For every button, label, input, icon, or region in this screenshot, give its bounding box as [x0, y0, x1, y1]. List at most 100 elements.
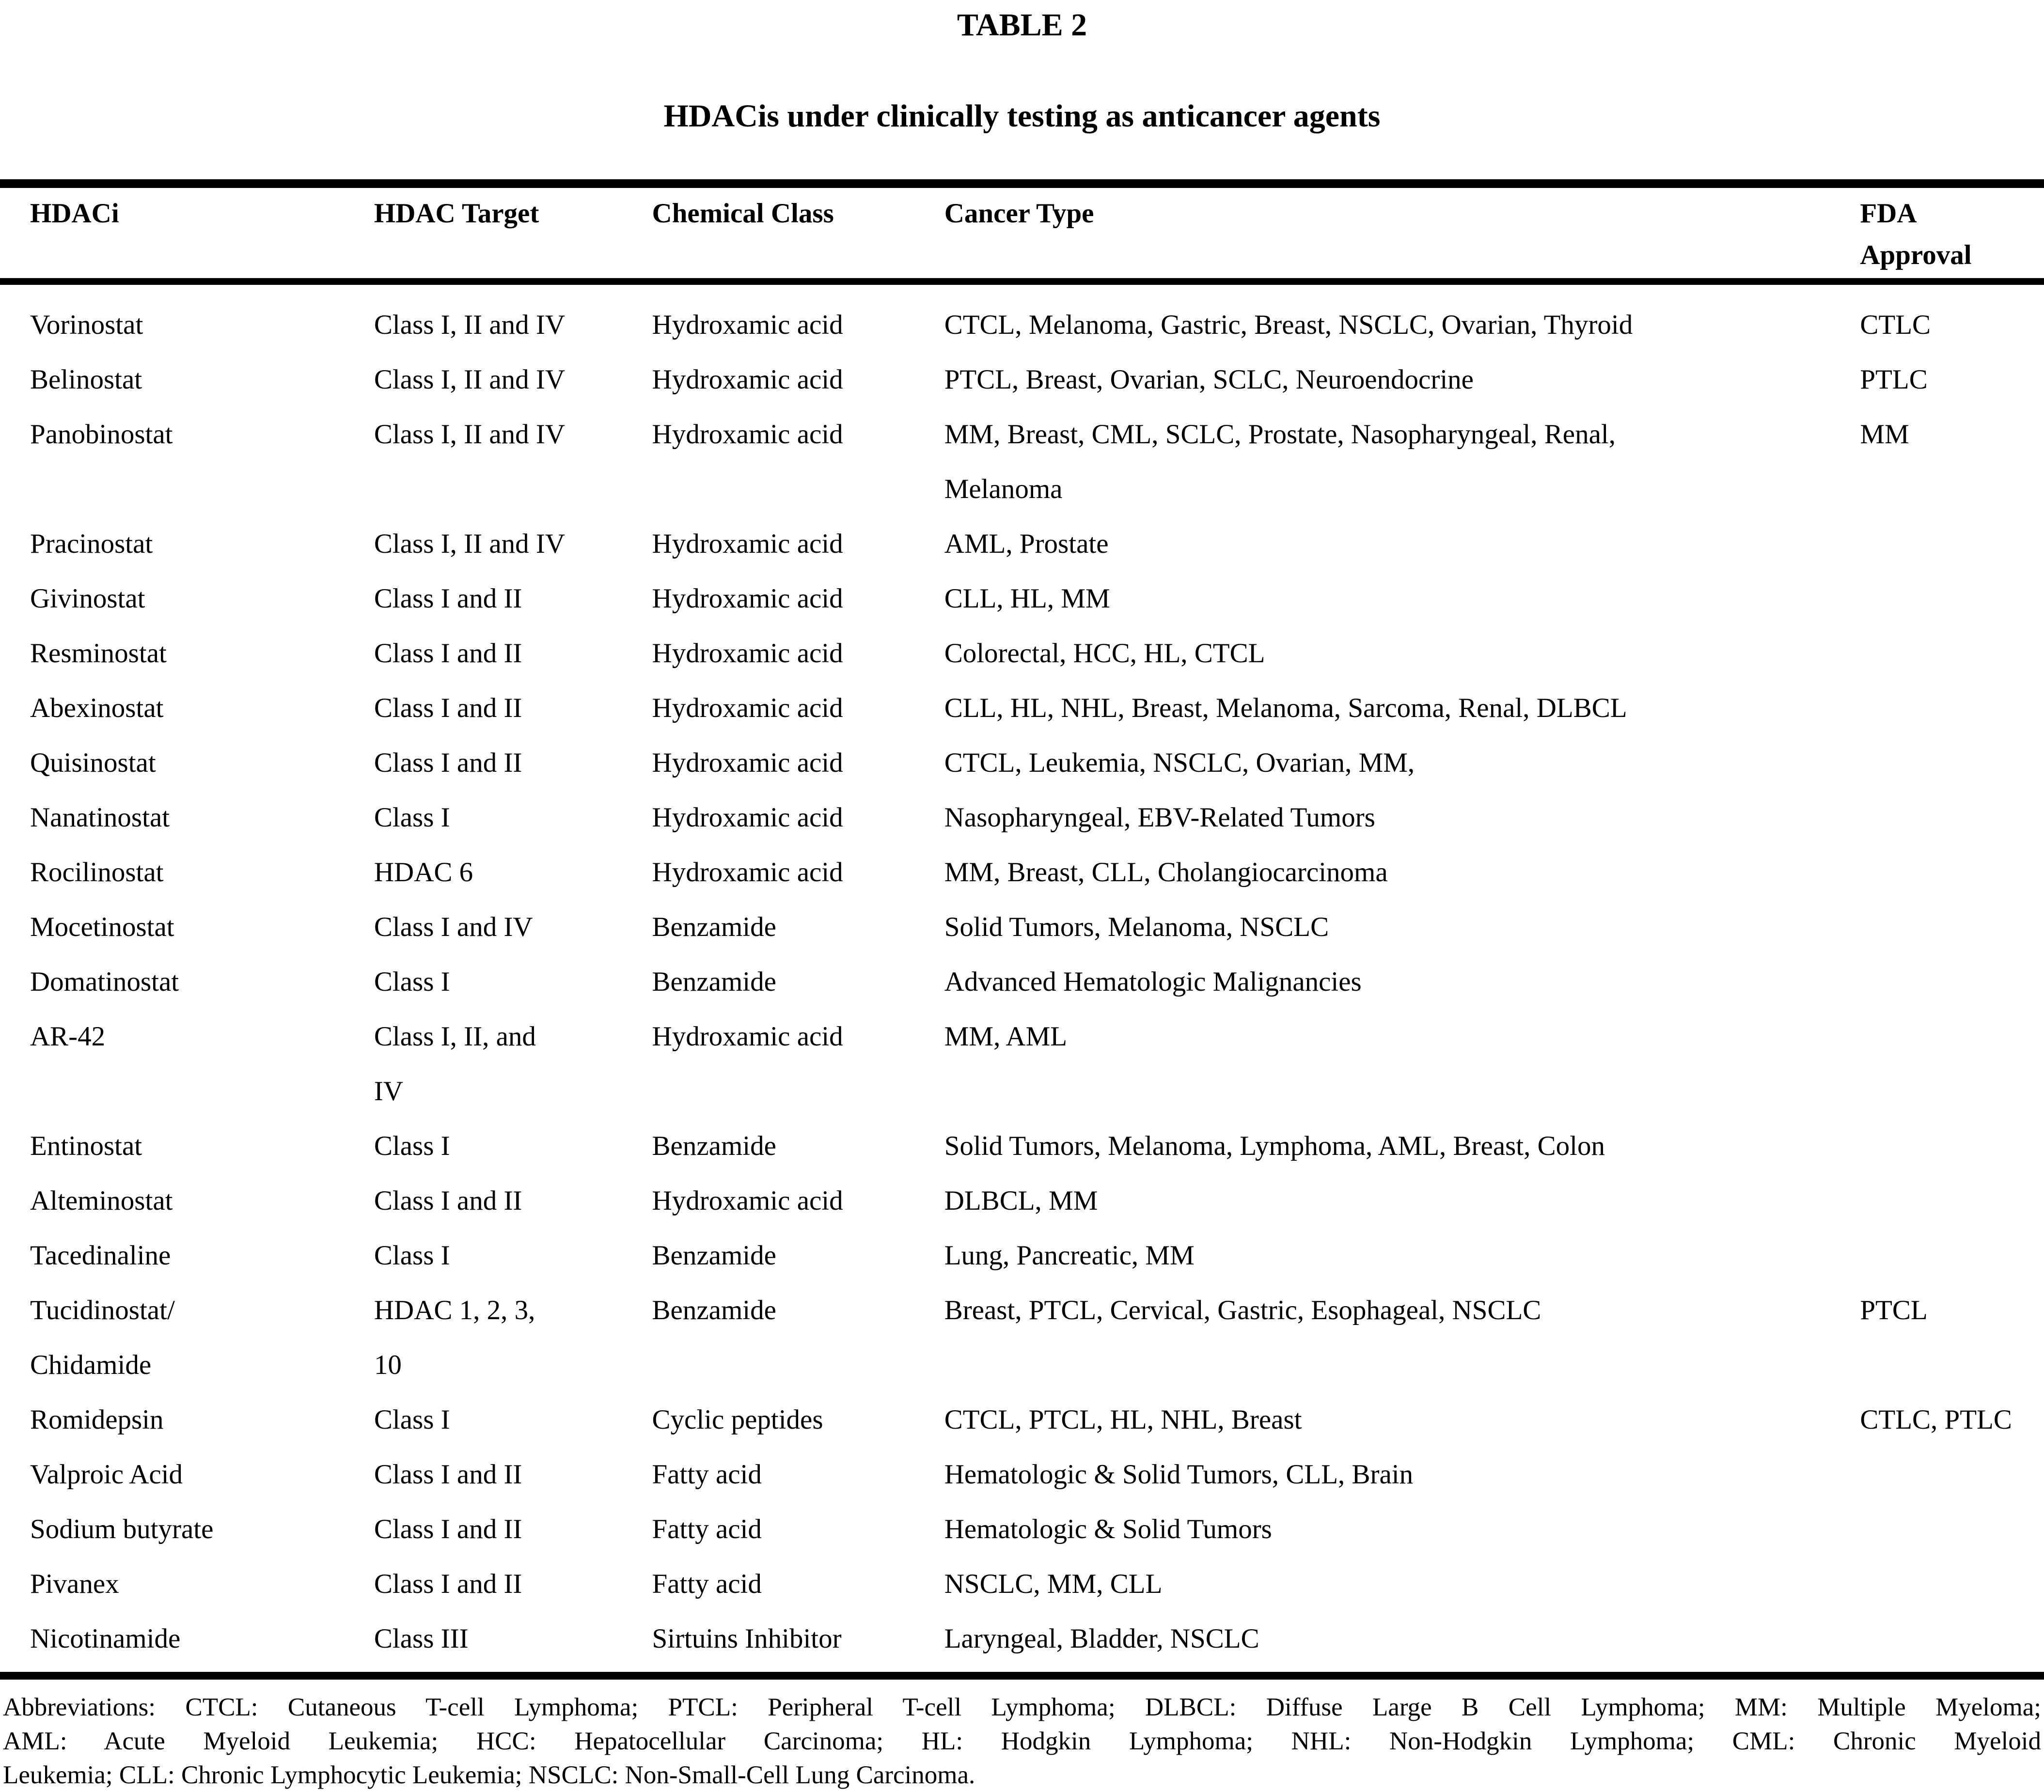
cell-hdac-target: Class I and II	[374, 1569, 522, 1599]
table-row: Belinostat Class I, II and IV Hydroxamic…	[0, 352, 2044, 407]
cell-chemical-class: Hydroxamic acid	[652, 529, 843, 559]
cell-hdaci: Panobinostat	[30, 419, 173, 450]
cell-cancer-type: MM, AML	[944, 1021, 1068, 1052]
cell-hdaci: Tucidinostat/ Chidamide	[30, 1295, 175, 1380]
cell-cancer-type: DLBCL, MM	[944, 1185, 1098, 1216]
cell-cancer-type: CTCL, Leukemia, NSCLC, Ovarian, MM,	[944, 748, 1415, 778]
table-row: Valproic Acid Class I and II Fatty acid …	[0, 1447, 2044, 1502]
table-row: Romidepsin Class I Cyclic peptides CTCL,…	[0, 1392, 2044, 1447]
cell-cancer-type: Hematologic & Solid Tumors, CLL, Brain	[944, 1459, 1414, 1490]
cell-cancer-type: MM, Breast, CML, SCLC, Prostate, Nasopha…	[944, 419, 1616, 504]
cell-hdac-target: Class I	[374, 1240, 450, 1271]
column-header-hdac-target: HDAC Target	[374, 188, 652, 285]
cell-cancer-type: Advanced Hematologic Malignancies	[944, 966, 1362, 997]
cell-hdaci: Valproic Acid	[30, 1459, 183, 1490]
cell-chemical-class: Benzamide	[652, 1131, 776, 1161]
table-row: Pivanex Class I and II Fatty acid NSCLC,…	[0, 1557, 2044, 1611]
column-header-hdaci: HDACi	[0, 188, 374, 285]
cell-hdac-target: Class I and IV	[374, 912, 533, 942]
cell-fda-approval	[1860, 1557, 2044, 1611]
cell-fda-approval: CTLC	[1860, 310, 1931, 340]
cell-hdac-target: Class I, II and IV	[374, 529, 566, 559]
cell-chemical-class: Hydroxamic acid	[652, 802, 843, 833]
table-row: Entinostat Class I Benzamide Solid Tumor…	[0, 1119, 2044, 1173]
cell-cancer-type: PTCL, Breast, Ovarian, SCLC, Neuroendocr…	[944, 364, 1474, 395]
cell-hdaci: Pivanex	[30, 1569, 119, 1599]
cell-chemical-class: Benzamide	[652, 1240, 776, 1271]
cell-hdac-target: Class I, II and IV	[374, 419, 566, 450]
bottom-rule	[0, 1672, 2044, 1680]
cell-hdac-target: Class I and II	[374, 638, 522, 669]
table-row: Mocetinostat Class I and IV Benzamide So…	[0, 900, 2044, 954]
cell-hdaci: Quisinostat	[30, 748, 156, 778]
cell-chemical-class: Hydroxamic acid	[652, 364, 843, 395]
cell-fda-approval	[1860, 1173, 2044, 1228]
table-label: TABLE 2	[957, 7, 1087, 43]
cell-hdaci: Abexinostat	[30, 693, 164, 723]
cell-fda-approval	[1860, 1447, 2044, 1502]
cell-hdaci: Domatinostat	[30, 966, 179, 997]
cell-hdaci: Rocilinostat	[30, 857, 164, 888]
table-row: Alteminostat Class I and II Hydroxamic a…	[0, 1173, 2044, 1228]
top-rule	[0, 179, 2044, 188]
cell-chemical-class: Cyclic peptides	[652, 1404, 823, 1435]
cell-hdac-target: Class III	[374, 1623, 469, 1654]
cell-hdac-target: HDAC 6	[374, 857, 473, 888]
table-row: Givinostat Class I and II Hydroxamic aci…	[0, 571, 2044, 626]
cell-cancer-type: MM, Breast, CLL, Cholangiocarcinoma	[944, 857, 1388, 888]
cell-cancer-type: Solid Tumors, Melanoma, Lymphoma, AML, B…	[944, 1131, 1605, 1161]
cell-hdaci: Nicotinamide	[30, 1623, 181, 1654]
table-row: Panobinostat Class I, II and IV Hydroxam…	[0, 407, 2044, 516]
footnote-line: Abbreviations: CTCL: Cutaneous T-cell Ly…	[3, 1693, 2041, 1721]
table-row: Pracinostat Class I, II and IV Hydroxami…	[0, 516, 2044, 571]
cell-chemical-class: Hydroxamic acid	[652, 583, 843, 614]
cell-chemical-class: Fatty acid	[652, 1459, 762, 1490]
hdaci-table: HDACi HDAC Target Chemical Class Cancer …	[0, 188, 2044, 1666]
cell-fda-approval	[1860, 681, 2044, 735]
cell-fda-approval	[1860, 1502, 2044, 1557]
table-row: Nicotinamide Class III Sirtuins Inhibito…	[0, 1611, 2044, 1666]
cell-chemical-class: Hydroxamic acid	[652, 693, 843, 723]
cell-hdac-target: Class I	[374, 1404, 450, 1435]
cell-hdaci: Vorinostat	[30, 310, 143, 340]
table-row: Vorinostat Class I, II and IV Hydroxamic…	[0, 281, 2044, 352]
table-row: Tacedinaline Class I Benzamide Lung, Pan…	[0, 1228, 2044, 1283]
cell-cancer-type: CLL, HL, MM	[944, 583, 1110, 614]
cell-fda-approval: PTLC	[1860, 364, 1928, 395]
column-header-fda-approval: FDA Approval	[1860, 188, 2044, 285]
cell-hdaci: Resminostat	[30, 638, 167, 669]
cell-chemical-class: Hydroxamic acid	[652, 419, 843, 450]
cell-hdac-target: Class I	[374, 802, 450, 833]
cell-fda-approval	[1860, 900, 2044, 954]
cell-fda-approval	[1860, 1009, 2044, 1119]
cell-fda-approval: PTCL	[1860, 1295, 1928, 1325]
cell-hdac-target: HDAC 1, 2, 3, 10	[374, 1295, 535, 1380]
cell-chemical-class: Hydroxamic acid	[652, 1185, 843, 1216]
table-row: Rocilinostat HDAC 6 Hydroxamic acid MM, …	[0, 845, 2044, 900]
cell-hdaci: Alteminostat	[30, 1185, 173, 1216]
cell-chemical-class: Benzamide	[652, 966, 776, 997]
table-row: Tucidinostat/ Chidamide HDAC 1, 2, 3, 10…	[0, 1283, 2044, 1392]
cell-cancer-type: Colorectal, HCC, HL, CTCL	[944, 638, 1265, 669]
table-row: Sodium butyrate Class I and II Fatty aci…	[0, 1502, 2044, 1557]
header-row: HDACi HDAC Target Chemical Class Cancer …	[0, 188, 2044, 285]
cell-fda-approval	[1860, 845, 2044, 900]
cell-chemical-class: Fatty acid	[652, 1514, 762, 1544]
table-row: AR-42 Class I, II, and IV Hydroxamic aci…	[0, 1009, 2044, 1119]
table-row: Quisinostat Class I and II Hydroxamic ac…	[0, 735, 2044, 790]
cell-hdaci: Sodium butyrate	[30, 1514, 214, 1544]
cell-hdac-target: Class I and II	[374, 1459, 522, 1490]
cell-fda-approval: MM	[1860, 419, 1909, 450]
cell-hdac-target: Class I	[374, 966, 450, 997]
table-row: Domatinostat Class I Benzamide Advanced …	[0, 954, 2044, 1009]
cell-cancer-type: NSCLC, MM, CLL	[944, 1569, 1163, 1599]
cell-chemical-class: Benzamide	[652, 912, 776, 942]
cell-cancer-type: Nasopharyngeal, EBV-Related Tumors	[944, 802, 1375, 833]
cell-hdaci: Pracinostat	[30, 529, 153, 559]
cell-chemical-class: Benzamide	[652, 1295, 776, 1325]
cell-cancer-type: Laryngeal, Bladder, NSCLC	[944, 1623, 1259, 1654]
table-row: Abexinostat Class I and II Hydroxamic ac…	[0, 681, 2044, 735]
abbreviations-note: Abbreviations: CTCL: Cutaneous T-cell Ly…	[0, 1690, 2044, 1792]
cell-cancer-type: Breast, PTCL, Cervical, Gastric, Esophag…	[944, 1295, 1541, 1325]
cell-cancer-type: AML, Prostate	[944, 529, 1109, 559]
